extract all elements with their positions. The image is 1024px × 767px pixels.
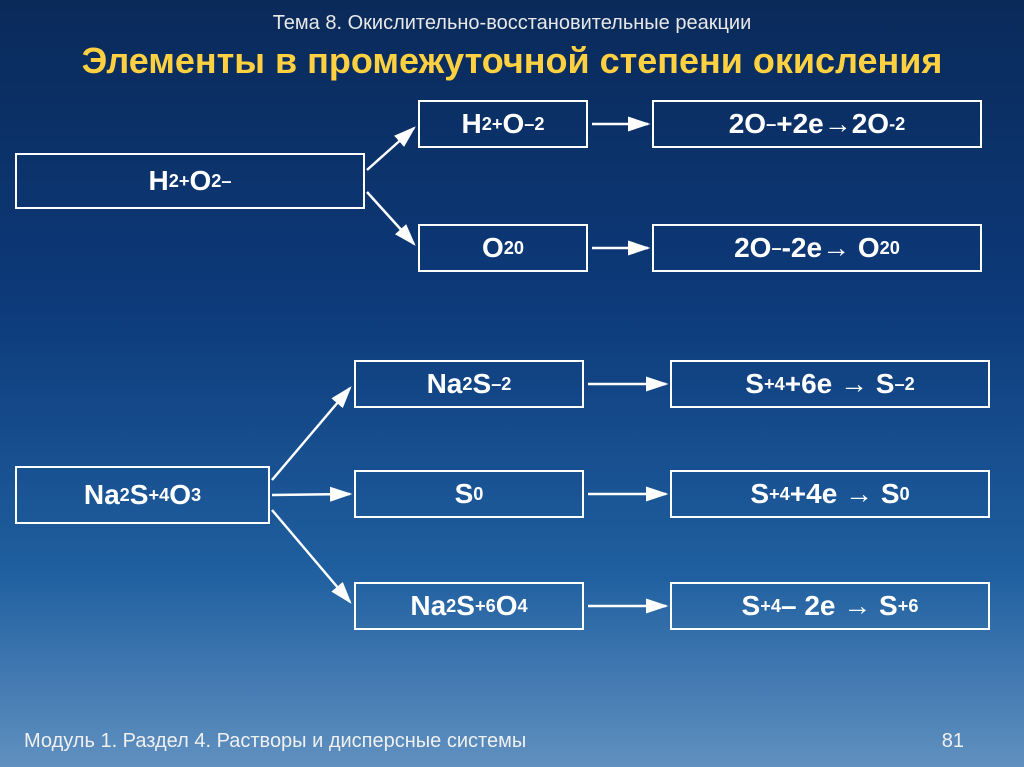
formula-box-g2_eq_top: S+4 +6e → S–2 (670, 360, 990, 408)
slide-title: Элементы в промежуточной степени окислен… (0, 40, 1024, 82)
formula-box-g1_root: H2+O2– (15, 153, 365, 209)
formula-box-g2_eq_bot: S+4 – 2e → S+6 (670, 582, 990, 630)
formula-box-g2_bot: Na2S+6O4 (354, 582, 584, 630)
formula-box-g2_eq_mid: S+4 +4e → S0 (670, 470, 990, 518)
formula-box-g1_bot: O20 (418, 224, 588, 272)
formula-box-g1_eq_bot: 2O– -2e→ O20 (652, 224, 982, 272)
topic-text: Тема 8. Окислительно-восстановительные р… (0, 12, 1024, 35)
formula-box-g2_top: Na2S–2 (354, 360, 584, 408)
formula-box-g2_root: Na2S+4O3 (15, 466, 270, 524)
footer-page-number: 81 (942, 730, 964, 753)
formula-box-g2_mid: S0 (354, 470, 584, 518)
formula-box-g1_top: H2+O–2 (418, 100, 588, 148)
formula-box-g1_eq_top: 2O– +2e→2O-2 (652, 100, 982, 148)
footer-module-text: Модуль 1. Раздел 4. Растворы и дисперсны… (24, 730, 526, 753)
